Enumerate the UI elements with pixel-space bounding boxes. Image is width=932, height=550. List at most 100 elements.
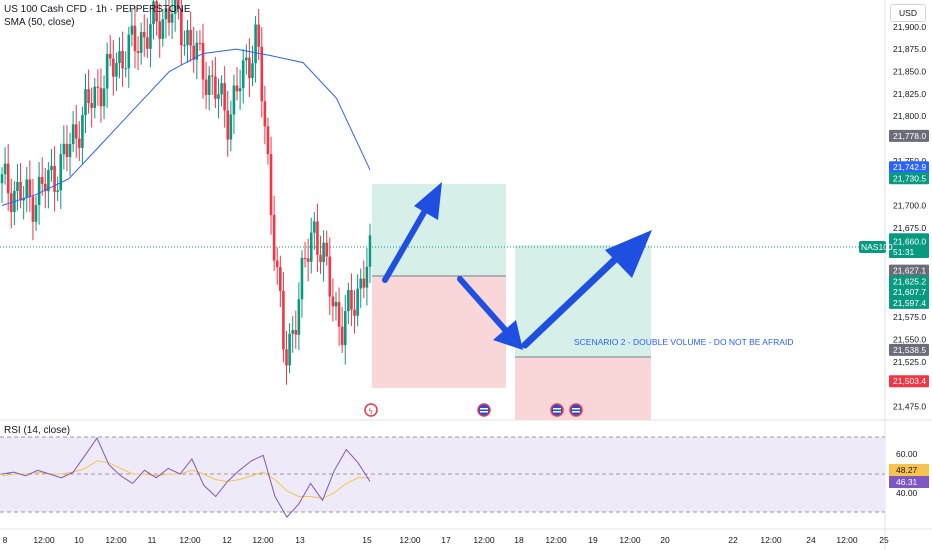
- candle-body: [340, 326, 344, 346]
- candle-body: [189, 30, 192, 46]
- price-tick-label: 21,525.0: [893, 357, 926, 367]
- arrow-down-icon[interactable]: [457, 276, 523, 350]
- candle-body: [353, 309, 356, 316]
- candle-body: [62, 143, 66, 155]
- time-tick-label: 12:00: [252, 535, 274, 545]
- price-badge: 21,597.4: [889, 296, 929, 309]
- time-tick-label: 24: [806, 535, 816, 545]
- price-badge: 21,660.0: [889, 235, 929, 248]
- candle-body: [365, 266, 369, 288]
- time-tick-label: 12:00: [545, 535, 567, 545]
- candle-body: [337, 301, 341, 327]
- candle-body: [183, 45, 186, 47]
- chart-title[interactable]: US 100 Cash CFD · 1h · PEPPERSTONE: [4, 4, 191, 15]
- time-tick-label: 15: [362, 535, 372, 545]
- candle-body: [65, 143, 69, 158]
- rsi-badge-label: 46.31: [896, 477, 918, 487]
- candle-body: [294, 330, 298, 335]
- price-badge: 21,503.4: [889, 375, 929, 388]
- candle-body: [297, 299, 301, 335]
- rsi-legend[interactable]: RSI (14, close): [4, 425, 71, 436]
- price-badge: 21,730.5: [889, 172, 929, 185]
- position-2-stop-zone[interactable]: [515, 357, 651, 420]
- candle-body: [142, 32, 146, 38]
- svg-text:21,625.2: 21,625.2: [893, 276, 926, 286]
- svg-text:21,778.0: 21,778.0: [893, 131, 926, 141]
- rsi-axis[interactable]: 60.00 40.00 48.27 46.31: [889, 449, 929, 498]
- candle-body: [56, 190, 59, 192]
- candle-body: [155, 1, 158, 22]
- price-badge: 51:31: [889, 246, 929, 258]
- svg-text:21,538.5: 21,538.5: [893, 345, 926, 355]
- candle-body: [81, 115, 84, 148]
- candle-body: [269, 154, 273, 216]
- price-badge: 21,538.5: [889, 343, 929, 356]
- price-axis[interactable]: 21,900.0 21,875.0 21,850.0 21,825.0 21,800.0…: [893, 22, 926, 412]
- flash-event-icon[interactable]: ϟ: [364, 403, 378, 417]
- arrow-up-1-icon[interactable]: [382, 182, 442, 283]
- candle-body: [343, 311, 347, 346]
- candle-body: [121, 51, 124, 69]
- candle-body: [322, 242, 325, 263]
- candle-body: [334, 301, 338, 307]
- candle-body: [350, 290, 353, 310]
- price-badge: 21,627.1: [889, 264, 929, 277]
- candle-body: [40, 176, 44, 184]
- time-tick-label: 12:00: [105, 535, 127, 545]
- candle-body: [241, 60, 245, 89]
- candle-body: [362, 278, 366, 288]
- candle-body: [331, 296, 335, 307]
- time-axis[interactable]: 8 12:00 10 12:00 11 12:00 12 12:00 13 15 12:00 17 12…: [3, 535, 889, 545]
- candle-body: [133, 25, 137, 52]
- time-tick-label: 12: [222, 535, 232, 545]
- time-tick-label: 12:00: [473, 535, 495, 545]
- candle-body: [368, 235, 372, 267]
- candle-body: [229, 114, 233, 140]
- candle-body: [328, 256, 332, 297]
- us-flag-event-icon[interactable]: [569, 403, 583, 417]
- candle-body: [105, 53, 109, 89]
- sma-legend[interactable]: SMA (50, close): [4, 17, 75, 28]
- candle-body: [192, 45, 196, 60]
- arrow-up-2-icon[interactable]: [521, 230, 652, 349]
- candle-body: [254, 24, 257, 64]
- scenario-2-annotation[interactable]: SCENARIO 2 - DOUBLE VOLUME - DO NOT BE A…: [574, 337, 793, 347]
- price-axis-badges: 21,778.021,742.921,730.521,662.221,660.0…: [889, 129, 929, 388]
- us-flag-event-icon[interactable]: [550, 403, 564, 417]
- candle-body: [118, 51, 121, 64]
- candle-body: [300, 257, 304, 300]
- candle-body: [31, 196, 35, 222]
- candle-body: [201, 42, 205, 80]
- position-1-stop-zone[interactable]: [372, 276, 506, 388]
- candle-body: [226, 110, 230, 140]
- rsi-signal-line[interactable]: [1, 460, 370, 499]
- currency-selector[interactable]: USD: [890, 4, 926, 22]
- candle-body: [53, 165, 56, 192]
- candle-body: [158, 21, 162, 39]
- candle-body: [115, 63, 118, 77]
- sma-line[interactable]: [1, 48, 371, 206]
- candle-body: [78, 138, 81, 148]
- svg-text:21,503.4: 21,503.4: [893, 376, 926, 386]
- candle-body: [257, 24, 260, 47]
- time-tick-label: 12:00: [836, 535, 858, 545]
- svg-text:51:31: 51:31: [893, 247, 915, 257]
- candle-body: [356, 288, 359, 316]
- candle-body: [173, 0, 177, 14]
- candle-body: [99, 87, 103, 107]
- svg-text:21,730.5: 21,730.5: [893, 173, 926, 183]
- candle-body: [112, 58, 115, 77]
- candle-body: [0, 174, 4, 184]
- price-tick-label: 21,850.0: [893, 66, 926, 76]
- candlestick-series[interactable]: [0, 0, 372, 385]
- candle-body: [102, 88, 106, 107]
- candle-body: [180, 8, 183, 46]
- rsi-badge: [889, 476, 929, 488]
- candle-body: [313, 221, 316, 233]
- svg-text:21,597.4: 21,597.4: [893, 298, 926, 308]
- candle-body: [34, 205, 38, 222]
- us-flag-event-icon[interactable]: [477, 403, 491, 417]
- candle-body: [71, 124, 75, 145]
- rsi-line[interactable]: [1, 436, 371, 518]
- candle-body: [347, 290, 350, 312]
